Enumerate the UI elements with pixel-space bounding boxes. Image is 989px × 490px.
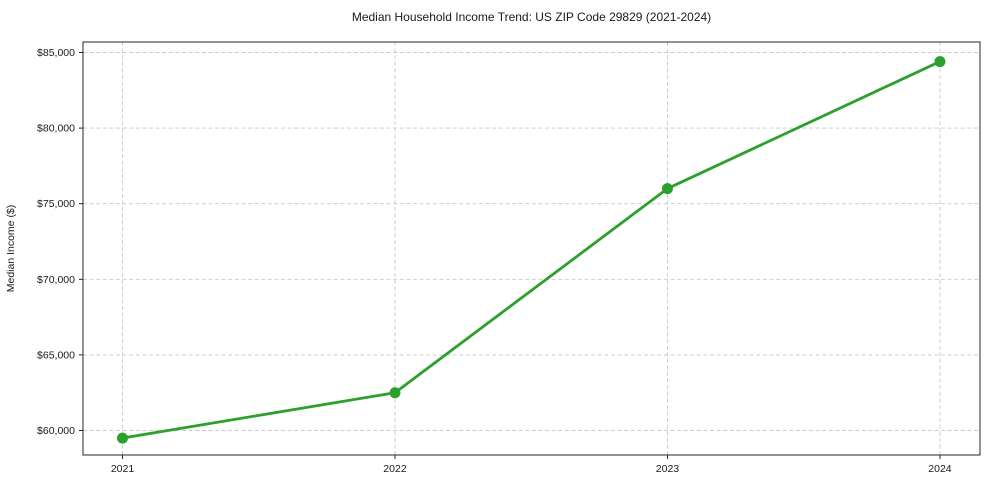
y-tick-label: $80,000 (37, 123, 75, 135)
data-point-marker (934, 56, 946, 68)
x-tick-label: 2021 (111, 463, 135, 475)
series-line (121, 60, 942, 440)
plot-border (82, 41, 981, 456)
data-point-marker (117, 432, 129, 444)
data-points (117, 56, 946, 444)
y-axis-label: Median Income ($) (5, 205, 17, 293)
x-tick-labels: 2021 2022 2023 2024 (111, 463, 952, 475)
y-tick-label: $60,000 (37, 425, 75, 437)
x-tick-label: 2022 (383, 463, 407, 475)
data-point-marker (389, 387, 401, 399)
y-tick-label: $75,000 (37, 198, 75, 210)
x-tick-label: 2023 (656, 463, 680, 475)
axis-ticks (79, 51, 941, 459)
x-tick-label: 2024 (928, 463, 952, 475)
gridlines (83, 42, 980, 455)
y-tick-label: $85,000 (37, 47, 75, 59)
chart-title: Median Household Income Trend: US ZIP Co… (352, 10, 711, 24)
y-tick-label: $65,000 (37, 349, 75, 361)
y-tick-labels: $60,000 $65,000 $70,000 $75,000 $80,000 $85,0… (37, 47, 75, 437)
data-point-marker (661, 183, 673, 195)
y-tick-label: $70,000 (37, 274, 75, 286)
income-line (121, 60, 942, 440)
